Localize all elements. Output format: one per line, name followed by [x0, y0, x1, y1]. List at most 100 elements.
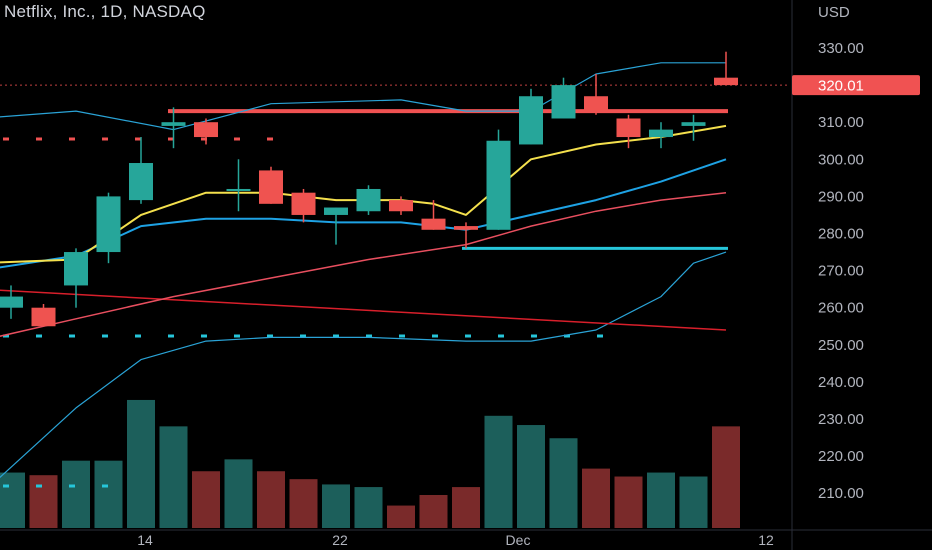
- candle-body: [259, 170, 283, 204]
- support-dot: [498, 334, 504, 338]
- volume-bar: [354, 487, 383, 528]
- support-dot: [135, 334, 141, 338]
- volume-bar: [159, 426, 188, 528]
- horizontal-levels[interactable]: [0, 84, 790, 250]
- candle-body: [291, 192, 316, 215]
- volume-dot: [102, 484, 108, 488]
- candle-body: [324, 207, 348, 215]
- candle-body: [356, 188, 381, 212]
- price-tick-label: 260.00: [818, 300, 864, 317]
- volume-bar: [127, 399, 155, 528]
- support-dot: [69, 334, 75, 338]
- volume-bar: [679, 476, 708, 528]
- support-dot: [36, 334, 42, 338]
- candle-body: [96, 196, 121, 253]
- support-dot: [399, 334, 405, 338]
- volume-bar: [484, 415, 513, 528]
- candle-body: [194, 122, 218, 138]
- bollinger-upper-band: [0, 62, 726, 131]
- volume-bar: [452, 487, 480, 528]
- time-tick-label: 22: [332, 532, 348, 548]
- volume-bar: [0, 472, 25, 528]
- volume-bars: [0, 399, 740, 528]
- volume-bar: [387, 505, 415, 528]
- indicator-dot-rows: [3, 137, 603, 488]
- candle-body: [454, 226, 478, 230]
- volume-bar: [322, 484, 350, 528]
- candle-body: [31, 307, 56, 327]
- volume-bar: [614, 476, 643, 528]
- candle-body: [64, 252, 88, 286]
- resistance-dot: [135, 137, 141, 141]
- price-tick-label: 270.00: [818, 263, 864, 280]
- last-price-badge: [792, 75, 920, 96]
- price-tick-label: 330.00: [818, 40, 864, 57]
- price-tick-label: 210.00: [818, 485, 864, 502]
- moving-average-long: [0, 289, 727, 331]
- volume-bar: [517, 425, 545, 528]
- volume-dot: [36, 484, 42, 488]
- resistance-dot: [234, 137, 240, 141]
- candle-body: [389, 200, 413, 212]
- price-tick-label: 290.00: [818, 188, 864, 205]
- candle-body: [161, 122, 186, 126]
- time-tick-label: Dec: [506, 532, 531, 548]
- candle-body: [519, 96, 543, 145]
- last-price-label: 320.01: [818, 78, 864, 95]
- candle-body: [649, 129, 673, 138]
- price-tick-label: 240.00: [818, 374, 864, 391]
- time-axis[interactable]: 14 22 Dec 12: [0, 529, 932, 548]
- resistance-dot: [168, 137, 174, 141]
- support-dot: [168, 334, 174, 338]
- volume-bar: [582, 468, 610, 528]
- price-tick-label: 280.00: [818, 226, 864, 243]
- support-dot: [234, 334, 240, 338]
- candle-body: [616, 118, 641, 138]
- volume-bar: [29, 475, 58, 528]
- currency-label: USD: [818, 4, 850, 21]
- price-tick-label: 250.00: [818, 337, 864, 354]
- volume-bar: [192, 471, 220, 528]
- candle-body: [226, 188, 251, 191]
- resistance-dot: [201, 137, 207, 141]
- volume-bar: [419, 495, 448, 528]
- candle-body: [681, 122, 706, 126]
- volume-bar: [289, 479, 318, 528]
- candle-body: [0, 296, 23, 308]
- support-dot: [102, 334, 108, 338]
- support-dot: [597, 334, 603, 338]
- candlesticks: [0, 51, 738, 327]
- support-dot: [366, 334, 372, 338]
- resistance-dot: [3, 137, 9, 141]
- moving-average-mid: [0, 158, 727, 269]
- resistance-dot: [267, 137, 273, 141]
- support-dot: [201, 334, 207, 338]
- price-tick-label: 230.00: [818, 411, 864, 428]
- candle-body: [714, 77, 738, 86]
- volume-dot: [3, 484, 9, 488]
- indicator-lines: [0, 62, 727, 479]
- price-axis[interactable]: USD 330.00 310.00 300.00 290.00 280.00 270.00 2…: [791, 0, 920, 550]
- symbol-title: Netflix, Inc., 1D, NASDAQ: [4, 2, 206, 21]
- support-dot: [333, 334, 339, 338]
- bollinger-lower-band: [0, 251, 727, 479]
- volume-bar: [94, 460, 123, 528]
- candle-body: [421, 218, 446, 230]
- price-tick-label: 220.00: [818, 448, 864, 465]
- support-dot: [465, 334, 471, 338]
- volume-dot: [69, 484, 75, 488]
- volume-bar: [257, 471, 285, 528]
- support-dot: [267, 334, 273, 338]
- volume-bar: [549, 438, 578, 528]
- candle-body: [551, 85, 576, 119]
- support-dot: [564, 334, 570, 338]
- candle-body: [584, 96, 608, 112]
- time-tick-label: 14: [137, 532, 153, 548]
- time-tick-label: 12: [758, 532, 774, 548]
- resistance-dot: [102, 137, 108, 141]
- support-dot: [3, 334, 9, 338]
- volume-bar: [224, 459, 253, 528]
- price-tick-label: 300.00: [818, 151, 864, 168]
